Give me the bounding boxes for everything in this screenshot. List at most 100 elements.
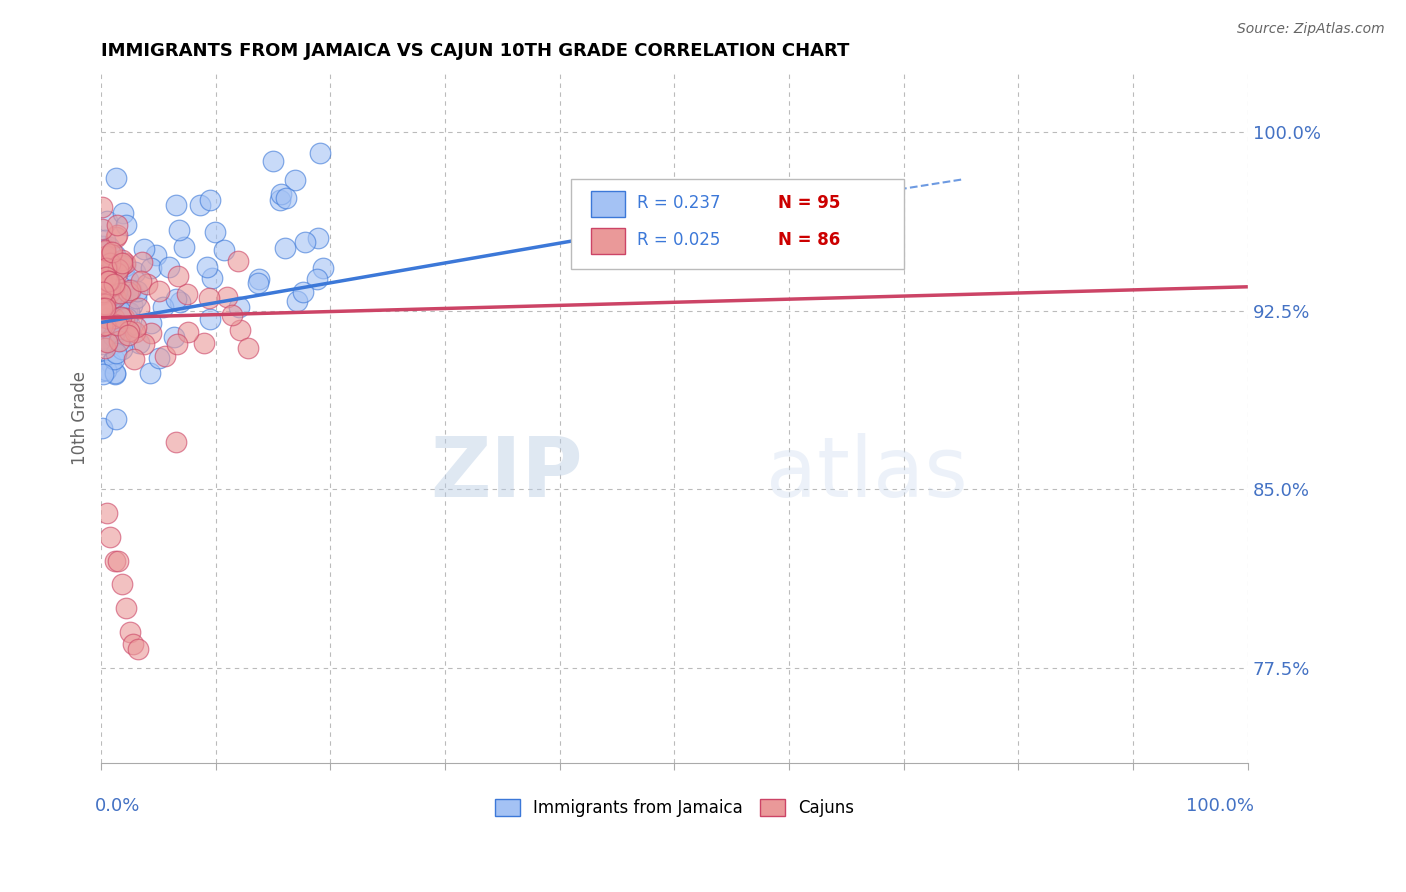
Point bbox=[108, 315, 131, 329]
Point bbox=[117, 327, 139, 342]
Point bbox=[127, 284, 149, 298]
Point bbox=[176, 287, 198, 301]
Point bbox=[198, 193, 221, 207]
Point bbox=[122, 352, 145, 367]
Point bbox=[193, 335, 215, 350]
Point bbox=[167, 268, 190, 283]
Point bbox=[104, 248, 127, 262]
Point bbox=[129, 274, 152, 288]
Point bbox=[93, 288, 115, 302]
Point bbox=[108, 286, 131, 301]
Point bbox=[90, 287, 112, 301]
Point bbox=[128, 336, 150, 351]
Point bbox=[94, 283, 117, 297]
Point bbox=[111, 343, 134, 357]
Point bbox=[96, 249, 118, 263]
Point bbox=[94, 297, 117, 311]
Point bbox=[103, 329, 125, 343]
Point bbox=[91, 319, 114, 334]
Point bbox=[212, 243, 235, 257]
Point bbox=[274, 241, 297, 255]
Point bbox=[103, 277, 125, 292]
Point bbox=[139, 326, 162, 340]
Point bbox=[114, 259, 136, 273]
Point bbox=[153, 349, 176, 363]
Bar bbox=[591, 191, 626, 218]
Point bbox=[139, 260, 162, 275]
Point bbox=[104, 278, 127, 293]
Point bbox=[94, 251, 117, 265]
Point bbox=[90, 275, 112, 289]
Point bbox=[91, 363, 114, 377]
Point bbox=[127, 641, 149, 656]
Point bbox=[91, 285, 114, 299]
FancyBboxPatch shape bbox=[571, 179, 904, 269]
Point bbox=[94, 243, 117, 257]
Point bbox=[117, 273, 139, 287]
Point bbox=[98, 285, 121, 300]
Point bbox=[115, 310, 138, 325]
Text: ZIP: ZIP bbox=[430, 433, 582, 514]
Point bbox=[97, 239, 120, 253]
Point bbox=[117, 285, 139, 300]
Point bbox=[97, 334, 120, 348]
Point bbox=[305, 271, 328, 285]
Point bbox=[94, 244, 117, 258]
Point bbox=[107, 318, 129, 333]
Point bbox=[112, 334, 135, 348]
Point bbox=[100, 292, 122, 306]
Point bbox=[112, 206, 135, 220]
Point bbox=[97, 301, 120, 316]
Point bbox=[246, 276, 269, 290]
Point bbox=[217, 291, 239, 305]
Point bbox=[139, 316, 162, 330]
Point bbox=[262, 153, 284, 168]
Point bbox=[98, 274, 121, 288]
Point bbox=[105, 299, 128, 313]
Point bbox=[101, 259, 124, 273]
Point bbox=[94, 318, 117, 333]
Point bbox=[101, 337, 124, 351]
Point bbox=[90, 270, 112, 285]
Point bbox=[105, 346, 128, 360]
Point bbox=[148, 351, 170, 366]
Point bbox=[93, 299, 115, 313]
Text: N = 86: N = 86 bbox=[778, 230, 839, 249]
Point bbox=[96, 261, 118, 276]
Point bbox=[307, 231, 329, 245]
Point bbox=[91, 221, 114, 235]
Point bbox=[105, 266, 128, 280]
Point bbox=[90, 276, 112, 290]
Point bbox=[103, 326, 125, 341]
Point bbox=[103, 310, 125, 325]
Point bbox=[110, 310, 132, 324]
Point bbox=[124, 320, 146, 334]
Point bbox=[221, 308, 243, 322]
Point bbox=[90, 296, 112, 310]
Point bbox=[100, 247, 122, 261]
Point bbox=[104, 554, 127, 568]
Point bbox=[91, 421, 114, 435]
Point bbox=[118, 305, 141, 319]
Point bbox=[294, 235, 316, 250]
Point bbox=[236, 341, 259, 355]
Point bbox=[128, 301, 150, 315]
Point bbox=[94, 318, 117, 333]
Point bbox=[100, 280, 122, 294]
Point bbox=[97, 274, 120, 288]
Text: 0.0%: 0.0% bbox=[96, 797, 141, 815]
Point bbox=[200, 311, 222, 326]
Point bbox=[105, 171, 128, 186]
Point bbox=[96, 335, 118, 350]
Point bbox=[107, 258, 129, 272]
Point bbox=[110, 252, 132, 267]
Point bbox=[100, 267, 122, 281]
Point bbox=[285, 293, 308, 308]
Point bbox=[139, 366, 162, 380]
Point bbox=[228, 323, 250, 337]
Point bbox=[270, 187, 292, 202]
Point bbox=[115, 601, 138, 615]
Point bbox=[104, 366, 127, 380]
Point bbox=[112, 311, 135, 326]
Point bbox=[111, 577, 134, 591]
